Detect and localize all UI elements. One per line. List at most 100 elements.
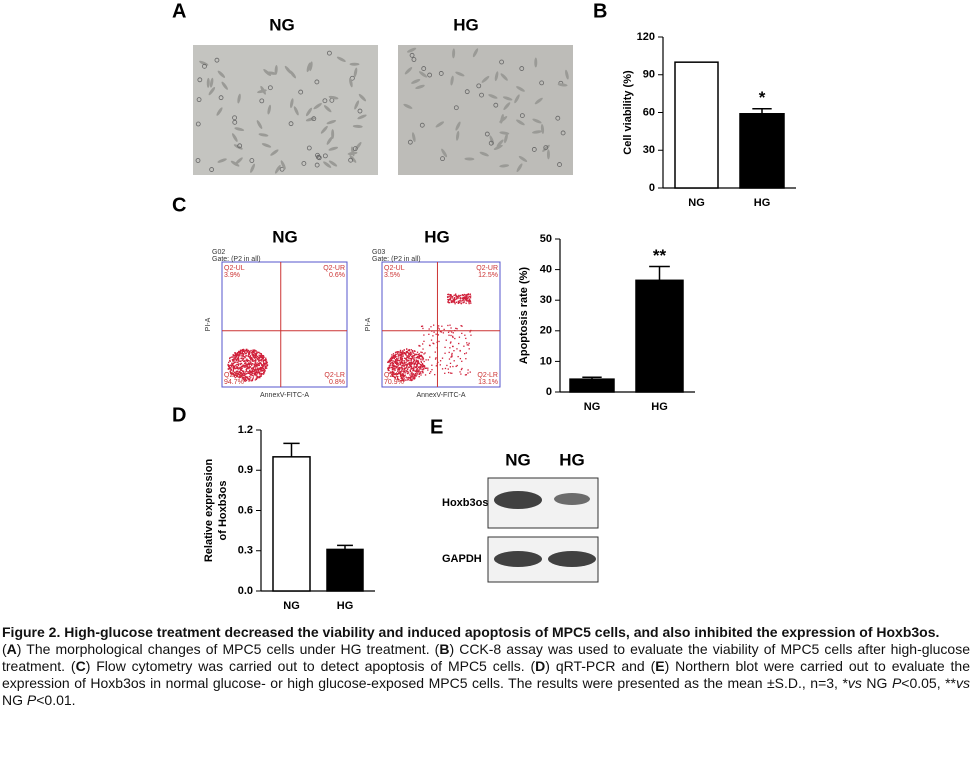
flow-dot bbox=[402, 370, 404, 373]
flow-dot bbox=[247, 366, 249, 368]
flow-dot bbox=[417, 360, 419, 362]
flow-dot bbox=[415, 356, 418, 359]
flow-dot bbox=[400, 380, 402, 382]
cell bbox=[411, 57, 417, 62]
flow-dot bbox=[260, 366, 263, 369]
flow-dot bbox=[398, 369, 401, 371]
flow-dot bbox=[391, 360, 393, 362]
flow-dot bbox=[255, 364, 257, 367]
flow-dot bbox=[416, 363, 418, 365]
flow-dot bbox=[391, 373, 393, 375]
cell bbox=[557, 162, 562, 167]
flow-dot bbox=[250, 374, 252, 376]
flow-dot bbox=[407, 377, 410, 379]
flow-dot bbox=[397, 364, 399, 366]
flow-dot bbox=[468, 294, 470, 296]
flow-dot bbox=[258, 359, 260, 362]
flow-dot bbox=[404, 364, 406, 367]
cell bbox=[504, 133, 508, 144]
cell bbox=[274, 64, 278, 75]
flow-dot bbox=[243, 370, 245, 372]
cell bbox=[288, 121, 294, 127]
cell bbox=[450, 75, 454, 86]
flow-dot bbox=[397, 378, 399, 380]
flow-dot bbox=[419, 368, 421, 370]
flow-dot bbox=[452, 295, 454, 298]
cell bbox=[195, 158, 201, 163]
flow-dot bbox=[243, 379, 245, 381]
cell bbox=[404, 67, 413, 75]
cell bbox=[249, 158, 255, 163]
flow-dot bbox=[257, 357, 260, 359]
cell bbox=[327, 50, 332, 56]
flow-dot bbox=[248, 371, 250, 373]
flow-dot bbox=[394, 351, 397, 354]
flow-dot bbox=[400, 358, 403, 361]
flow-dot bbox=[239, 366, 241, 368]
flow-dot bbox=[423, 360, 425, 363]
flow-dot bbox=[258, 376, 260, 378]
flow-dot bbox=[256, 376, 258, 378]
flow-dot bbox=[237, 361, 239, 363]
flow-dot bbox=[421, 363, 424, 366]
flow-dot bbox=[410, 359, 412, 362]
flow-dot bbox=[256, 352, 258, 354]
flow-dot bbox=[449, 293, 452, 296]
flow-dot bbox=[444, 346, 446, 349]
flow-dot bbox=[410, 376, 412, 378]
flow-dot bbox=[406, 365, 408, 367]
flow-dot bbox=[420, 364, 423, 366]
flow-dot bbox=[451, 372, 453, 374]
flow-dot bbox=[465, 296, 468, 298]
flow-dot bbox=[421, 366, 423, 368]
gate-text: Gate: (P2 in all) bbox=[212, 256, 261, 263]
flow-dot bbox=[241, 369, 243, 372]
flow-dot bbox=[447, 293, 449, 296]
cell bbox=[500, 73, 508, 81]
flow-dot bbox=[253, 351, 255, 354]
flow-dot bbox=[240, 362, 243, 365]
flow-dot bbox=[232, 370, 234, 373]
flow-dot bbox=[231, 374, 233, 376]
flow-dot bbox=[416, 370, 418, 373]
flow-dot bbox=[452, 336, 454, 339]
flow-dot bbox=[402, 379, 405, 381]
flow-dot bbox=[239, 351, 241, 353]
cell bbox=[481, 75, 490, 83]
flow-dot bbox=[401, 357, 403, 359]
flow-dot bbox=[403, 352, 405, 355]
flow-dot bbox=[458, 301, 461, 304]
flow-dot bbox=[262, 369, 264, 372]
flow-dot bbox=[264, 365, 266, 368]
flow-dot bbox=[441, 357, 444, 359]
cell bbox=[328, 146, 339, 151]
flow-dot bbox=[259, 359, 261, 362]
flow-dot bbox=[251, 378, 254, 380]
flow-dot bbox=[402, 352, 404, 354]
cell bbox=[217, 158, 227, 163]
flow-dot bbox=[264, 358, 266, 361]
flow-dot bbox=[447, 324, 449, 327]
flow-dot bbox=[253, 354, 255, 356]
flow-dot bbox=[418, 357, 421, 359]
flow-dot bbox=[462, 302, 464, 304]
flow-dot bbox=[400, 371, 402, 373]
cell bbox=[353, 67, 358, 78]
flow-dot bbox=[412, 362, 414, 364]
cell bbox=[232, 119, 238, 125]
flow-dot bbox=[465, 374, 468, 376]
flow-dot bbox=[239, 350, 242, 353]
caption-text: vs bbox=[847, 675, 862, 691]
flow-dot bbox=[235, 353, 238, 355]
flow-dot bbox=[402, 374, 405, 377]
flow-dot bbox=[229, 371, 232, 373]
flow-dot bbox=[401, 378, 404, 380]
flow-dot bbox=[456, 364, 458, 367]
flow-dot bbox=[244, 374, 246, 376]
flow-dot bbox=[459, 300, 461, 302]
flow-dot bbox=[414, 362, 417, 364]
significance-mark: * bbox=[759, 88, 766, 107]
flow-dot bbox=[460, 300, 462, 302]
flow-dot bbox=[462, 296, 464, 299]
flow-dot bbox=[401, 361, 403, 364]
